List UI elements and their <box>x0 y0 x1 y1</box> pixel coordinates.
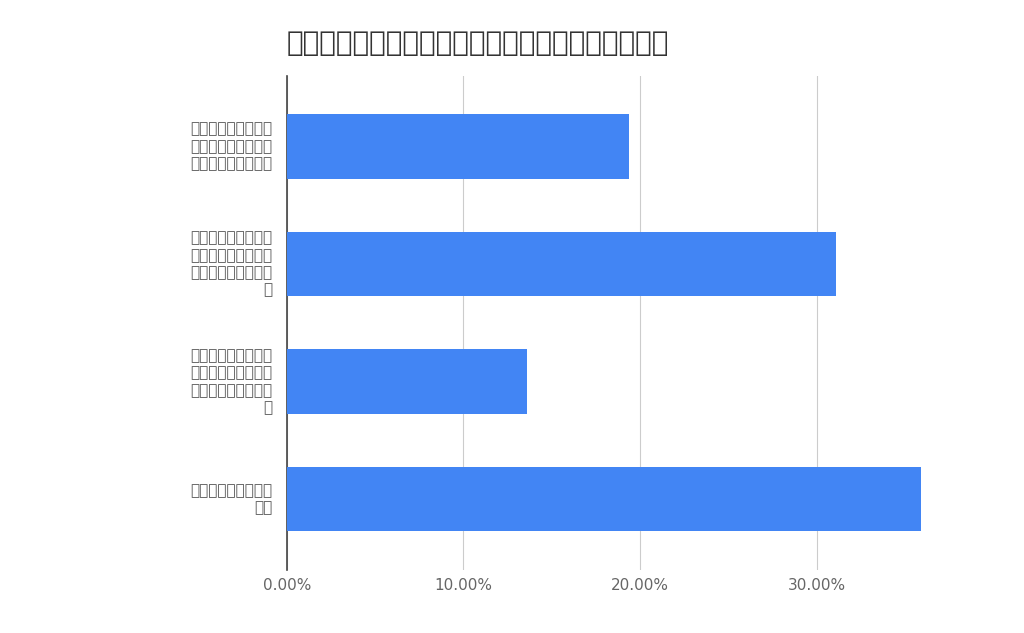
Bar <box>287 349 527 414</box>
Bar <box>287 467 921 532</box>
Text: 墓石購入者に聞く、墓石価格相場の認知度と納得感: 墓石購入者に聞く、墓石価格相場の認知度と納得感 <box>287 29 669 57</box>
Bar <box>287 114 630 179</box>
Bar <box>287 232 836 296</box>
